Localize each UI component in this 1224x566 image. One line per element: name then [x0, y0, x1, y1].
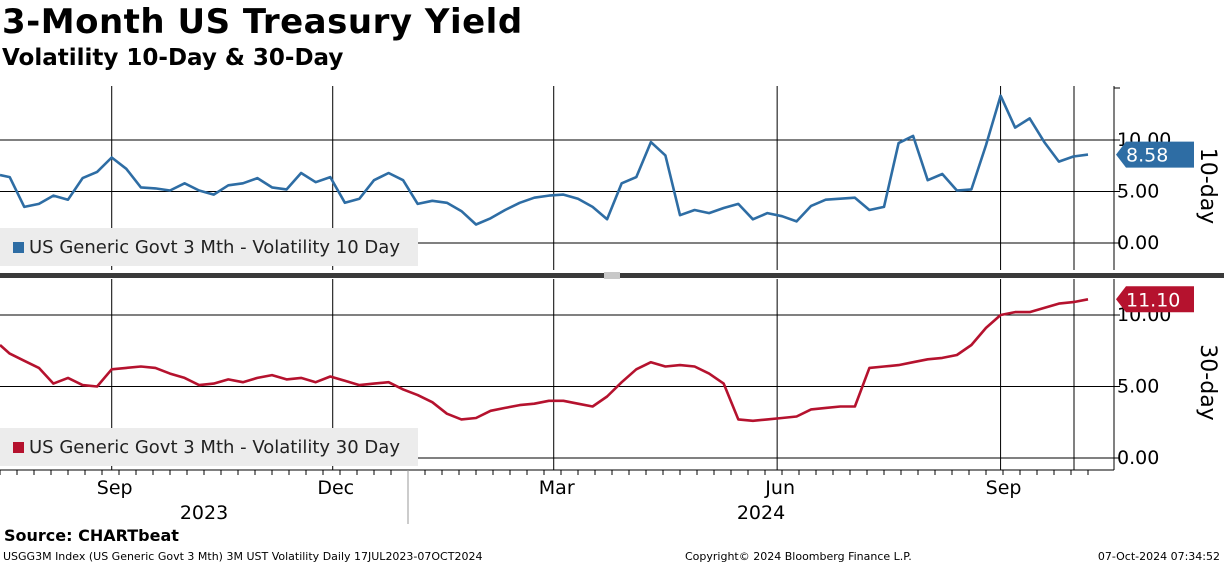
- legend-swatch: [13, 442, 24, 453]
- x-year-label: 2024: [737, 502, 785, 524]
- x-axis-ticks: Sep Dec Mar Jun Sep 2023 2024: [0, 470, 1089, 524]
- legend-label: US Generic Govt 3 Mth - Volatility 30 Da…: [29, 437, 400, 458]
- legend-box: [0, 228, 418, 266]
- legend: US Generic Govt 3 Mth - Volatility 10 Da…: [0, 228, 418, 266]
- x-month-label: Sep: [97, 477, 133, 499]
- y-tick-label: 0.00: [1117, 232, 1159, 254]
- last-value-tag: 11.10: [1116, 286, 1194, 313]
- x-month-label: Mar: [539, 477, 575, 499]
- legend: US Generic Govt 3 Mth - Volatility 30 Da…: [0, 428, 418, 466]
- last-value-tag: 8.58: [1116, 141, 1194, 168]
- series-line-30-day: [0, 298, 1089, 423]
- x-month-label: Jun: [764, 477, 795, 499]
- side-label: 10-day: [1195, 148, 1220, 224]
- footer-copyright: Copyright© 2024 Bloomberg Finance L.P.: [685, 550, 912, 563]
- y-tick-label: 5.00: [1117, 181, 1159, 203]
- panel-separator-grip: [604, 272, 620, 279]
- legend-swatch: [13, 242, 24, 253]
- legend-box: [0, 428, 418, 466]
- footer-index-info: USGG3M Index (US Generic Govt 3 Mth) 3M …: [3, 550, 483, 563]
- chart-title: 3-Month US Treasury Yield: [2, 2, 523, 42]
- last-value-label: 8.58: [1126, 145, 1168, 167]
- series-line-10-day: [0, 94, 1089, 226]
- side-label: 30-day: [1195, 344, 1220, 420]
- last-value-label: 11.10: [1126, 289, 1180, 311]
- last-value-marker: [1116, 141, 1194, 168]
- y-tick-label: 0.00: [1117, 447, 1159, 469]
- x-month-label: Sep: [986, 477, 1022, 499]
- x-year-label: 2023: [180, 502, 228, 524]
- y-tick-label: 5.00: [1117, 376, 1159, 398]
- last-value-marker: [1116, 286, 1194, 313]
- source-label: Source: CHARTbeat: [4, 526, 179, 545]
- chart-subtitle: Volatility 10-Day & 30-Day: [2, 45, 344, 71]
- legend-label: US Generic Govt 3 Mth - Volatility 10 Da…: [29, 237, 400, 258]
- x-month-label: Dec: [317, 477, 354, 499]
- footer-timestamp: 07-Oct-2024 07:34:52: [1097, 550, 1220, 563]
